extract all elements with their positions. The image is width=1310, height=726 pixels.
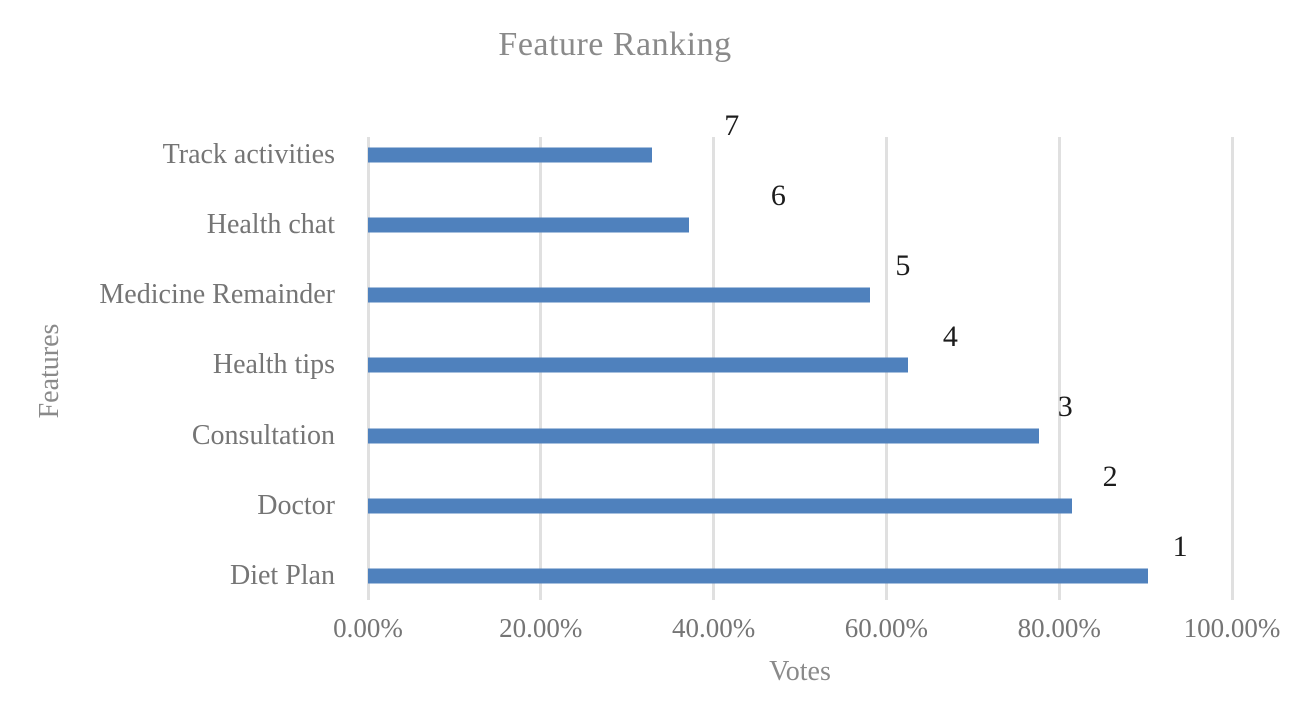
bar-rank-label: 6 [770, 179, 786, 213]
bar-rank-label: 4 [942, 319, 958, 353]
bar-row: 3 [368, 391, 1232, 471]
bar [368, 498, 1073, 514]
bar-rank-label: 3 [1057, 389, 1073, 423]
x-tick-label: 80.00% [1017, 613, 1101, 643]
gridline [1230, 137, 1234, 600]
bar [368, 428, 1040, 444]
bar-rank-label: 5 [895, 249, 911, 283]
bar-rank-label: 2 [1102, 459, 1118, 493]
x-tick-label: 60.00% [844, 613, 929, 643]
bar-row: 7 [368, 111, 1232, 190]
bar-rank-label: 1 [1172, 529, 1188, 563]
bar-rank-label: 7 [724, 109, 740, 143]
bar-row: 6 [368, 181, 1232, 260]
x-axis-tick-labels: 0.00% 20.00% 40.00% 60.00% 80.00% 100.00% [333, 613, 1280, 647]
bar-row: 2 [368, 461, 1232, 541]
bar [368, 357, 908, 373]
bar-row: 1 [368, 531, 1232, 611]
category-label: Health tips [212, 349, 335, 381]
plot-area: 7 6 5 4 3 2 1 [368, 111, 1232, 611]
chart-title: Feature Ranking [498, 26, 732, 63]
bar [368, 568, 1149, 584]
x-axis-title: Votes [769, 656, 831, 687]
x-tick-label: 100.00% [1183, 613, 1281, 643]
x-tick-label: 40.00% [671, 613, 756, 643]
bar [368, 287, 870, 303]
gridline [1057, 137, 1061, 600]
category-label: Health chat [206, 209, 335, 241]
category-label: Medicine Remainder [99, 279, 335, 311]
category-label: Diet Plan [230, 559, 335, 591]
x-tick-label: 20.00% [499, 613, 583, 643]
bar-row: 5 [368, 251, 1232, 330]
category-label: Doctor [257, 489, 335, 521]
bar-row: 4 [368, 321, 1232, 400]
x-tick-label: 0.00% [333, 613, 403, 643]
category-label: Track activities [162, 139, 335, 171]
y-axis-category-labels: Track activities Health chat Medicine Rema… [0, 120, 335, 611]
bar [368, 217, 689, 233]
bar [368, 147, 653, 163]
category-label: Consultation [191, 419, 335, 451]
